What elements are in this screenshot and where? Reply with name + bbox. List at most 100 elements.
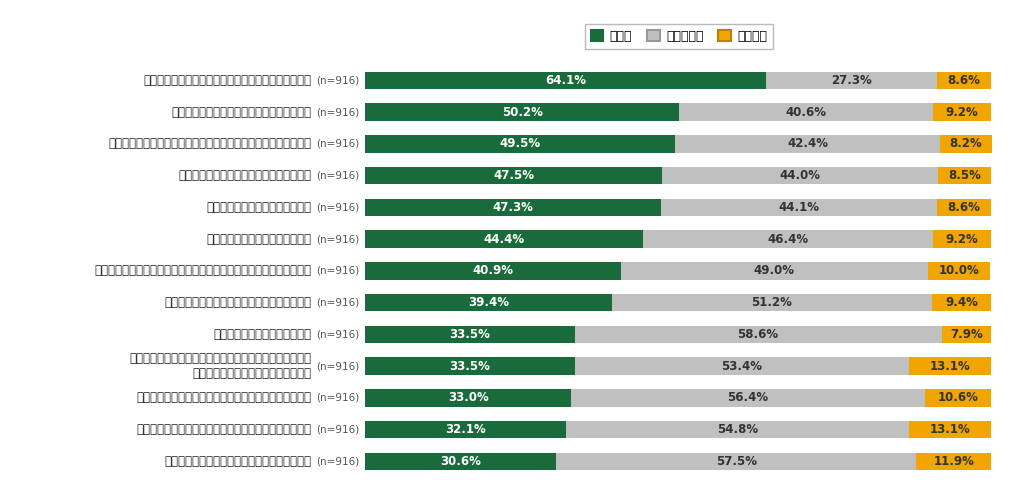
Text: 8.6%: 8.6%	[947, 201, 981, 214]
Text: 46.4%: 46.4%	[768, 233, 809, 246]
Text: 33.5%: 33.5%	[450, 360, 490, 373]
Text: 27.3%: 27.3%	[831, 74, 872, 87]
Text: 51.2%: 51.2%	[752, 296, 793, 309]
Bar	[566, 421, 909, 438]
Text: (n=916): (n=916)	[316, 330, 359, 339]
Text: 33.5%: 33.5%	[450, 328, 490, 341]
Bar	[663, 167, 938, 184]
Bar	[940, 135, 991, 153]
Bar	[916, 453, 991, 470]
Bar	[928, 262, 990, 280]
Bar	[365, 326, 574, 343]
Text: インターネットで政治や選挙に関する分かりやすい情報が増える: インターネットで政治や選挙に関する分かりやすい情報が増える	[109, 137, 311, 150]
Text: 身近な人の大多数が投票している: 身近な人の大多数が投票している	[207, 233, 311, 246]
Text: (n=916): (n=916)	[316, 202, 359, 212]
Text: 候補者や当選者に若い人が増える: 候補者や当選者に若い人が増える	[207, 201, 311, 214]
Text: 8.2%: 8.2%	[949, 137, 982, 150]
Text: (n=916): (n=916)	[316, 170, 359, 180]
Bar	[611, 294, 932, 311]
Bar	[365, 421, 566, 438]
Bar	[365, 135, 675, 153]
Text: (n=916): (n=916)	[316, 361, 359, 371]
Text: 42.4%: 42.4%	[787, 137, 828, 150]
Bar	[766, 72, 937, 89]
Text: 49.5%: 49.5%	[500, 137, 541, 150]
Text: 投票に行くとプレゼント・記念品がもらえる: 投票に行くとプレゼント・記念品がもらえる	[172, 105, 311, 119]
Text: (n=916): (n=916)	[316, 234, 359, 244]
Text: 57.5%: 57.5%	[716, 455, 757, 468]
Text: 13.1%: 13.1%	[930, 360, 971, 373]
Text: 44.4%: 44.4%	[483, 233, 524, 246]
Bar	[621, 262, 928, 280]
Bar	[365, 453, 556, 470]
Bar	[938, 167, 991, 184]
Bar	[909, 357, 991, 375]
Text: 候補者や現役議員と会う、話す、質問できる機会がある: 候補者や現役議員と会う、話す、質問できる機会がある	[136, 392, 311, 405]
Text: 47.3%: 47.3%	[493, 201, 534, 214]
Bar	[574, 326, 941, 343]
Bar	[571, 389, 925, 407]
Text: (n=916): (n=916)	[316, 139, 359, 149]
Text: 9.2%: 9.2%	[946, 105, 979, 119]
Text: 49.0%: 49.0%	[754, 264, 795, 277]
Bar	[365, 72, 766, 89]
Bar	[662, 199, 937, 216]
Bar	[937, 72, 991, 89]
Text: 39.4%: 39.4%	[468, 296, 509, 309]
Text: 9.2%: 9.2%	[946, 233, 979, 246]
Text: (n=916): (n=916)	[316, 75, 359, 85]
Text: 64.1%: 64.1%	[545, 74, 586, 87]
Text: (n=916): (n=916)	[316, 298, 359, 308]
Text: インターネット上の有名人・配信者・インフルエンサーが
積極的に政治や選挙について発言する: インターネット上の有名人・配信者・インフルエンサーが 積極的に政治や選挙について…	[130, 352, 311, 380]
Text: テレビ・新聞・雑誌で政治や選挙に関する分かりやすい情報が増える: テレビ・新聞・雑誌で政治や選挙に関する分かりやすい情報が増える	[94, 264, 311, 277]
Text: (n=916): (n=916)	[316, 456, 359, 467]
Bar	[365, 262, 621, 280]
Text: 54.8%: 54.8%	[717, 423, 758, 436]
Text: 53.4%: 53.4%	[721, 360, 762, 373]
Text: 58.6%: 58.6%	[737, 328, 778, 341]
Text: (n=916): (n=916)	[316, 393, 359, 403]
Text: 40.6%: 40.6%	[785, 105, 826, 119]
Bar	[365, 231, 643, 248]
Text: 候補者や当選者に女性が増える: 候補者や当選者に女性が増える	[214, 328, 311, 341]
Text: 若者と関係が強い問題が選挙の争点となる: 若者と関係が強い問題が選挙の争点となる	[178, 169, 311, 182]
Bar	[365, 357, 574, 375]
Bar	[675, 135, 940, 153]
Text: 学校で政治や選挙に関する授業や活動が増える: 学校で政治や選挙に関する授業や活動が増える	[165, 296, 311, 309]
Text: 7.9%: 7.9%	[950, 328, 983, 341]
Bar	[932, 294, 991, 311]
Bar	[934, 231, 991, 248]
Text: 有名人・芸能人が積極的に政治や選挙について発言する: 有名人・芸能人が積極的に政治や選挙について発言する	[136, 423, 311, 436]
Legend: 高まる, 変わらない, 低くなる: 高まる, 変わらない, 低くなる	[585, 24, 773, 49]
Text: 8.5%: 8.5%	[948, 169, 981, 182]
Bar	[925, 389, 991, 407]
Text: 44.1%: 44.1%	[778, 201, 819, 214]
Text: 44.0%: 44.0%	[779, 169, 820, 182]
Text: 50.2%: 50.2%	[502, 105, 543, 119]
Text: 10.6%: 10.6%	[937, 392, 978, 405]
Bar	[365, 199, 662, 216]
Bar	[679, 103, 934, 121]
Text: 47.5%: 47.5%	[494, 169, 535, 182]
Bar	[556, 453, 916, 470]
Text: 30.6%: 30.6%	[440, 455, 481, 468]
Text: 11.9%: 11.9%	[933, 455, 974, 468]
Bar	[941, 326, 991, 343]
Bar	[365, 294, 611, 311]
Bar	[365, 389, 571, 407]
Bar	[574, 357, 909, 375]
Text: 40.9%: 40.9%	[472, 264, 513, 277]
Bar	[365, 167, 663, 184]
Bar	[365, 103, 679, 121]
Text: 56.4%: 56.4%	[727, 392, 769, 405]
Text: 33.0%: 33.0%	[447, 392, 488, 405]
Text: 投票がスマートフォンやパソコンで行えるようになる: 投票がスマートフォンやパソコンで行えるようになる	[143, 74, 311, 87]
Bar	[934, 103, 991, 121]
Text: 8.6%: 8.6%	[947, 74, 981, 87]
Text: (n=916): (n=916)	[316, 266, 359, 276]
Text: (n=916): (n=916)	[316, 107, 359, 117]
Bar	[937, 199, 991, 216]
Text: 13.1%: 13.1%	[930, 423, 971, 436]
Bar	[909, 421, 991, 438]
Text: 10.0%: 10.0%	[939, 264, 979, 277]
